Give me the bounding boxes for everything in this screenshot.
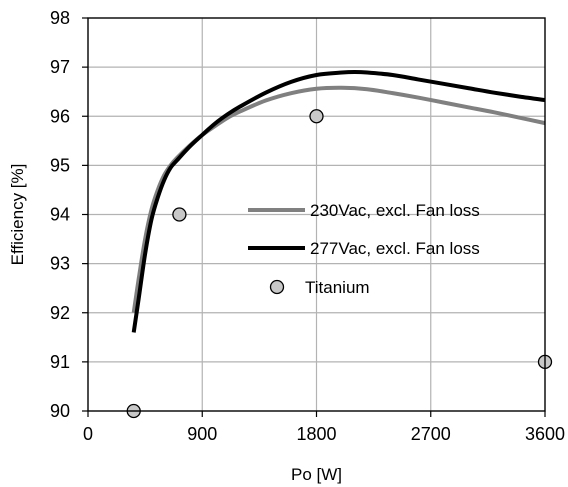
y-axis-title: Efficiency [%] — [8, 164, 27, 266]
series-line-1 — [131, 85, 546, 314]
series-line-2 — [131, 70, 546, 333]
titanium-point — [172, 207, 187, 222]
y-tick-label: 96 — [50, 106, 70, 126]
legend-label: Titanium — [305, 278, 370, 297]
x-tick-label: 2700 — [411, 424, 451, 444]
y-tick-label: 93 — [50, 254, 70, 274]
titanium-point — [309, 109, 324, 124]
y-tick-label: 90 — [50, 401, 70, 421]
y-tick-label: 98 — [50, 8, 70, 28]
x-tick-label: 900 — [187, 424, 217, 444]
x-tick-label: 1800 — [296, 424, 336, 444]
legend-label: 277Vac, excl. Fan loss — [310, 239, 480, 258]
y-tick-label: 94 — [50, 205, 70, 225]
x-tick-label: 3600 — [525, 424, 565, 444]
x-tick-label: 0 — [83, 424, 93, 444]
legend-label: 230Vac, excl. Fan loss — [310, 201, 480, 220]
y-tick-label: 95 — [50, 155, 70, 175]
axis-ticks: 0 900 1800 2700 3600 90 91 92 93 94 95 96 97 98 — [50, 8, 565, 444]
legend-swatch-marker — [269, 279, 285, 295]
y-tick-label: 97 — [50, 57, 70, 77]
y-tick-label: 91 — [50, 352, 70, 372]
y-tick-label: 92 — [50, 303, 70, 323]
series-group — [126, 70, 553, 419]
x-axis-title: Po [W] — [291, 465, 342, 484]
legend: 230Vac, excl. Fan loss 277Vac, excl. Fan … — [248, 201, 480, 297]
